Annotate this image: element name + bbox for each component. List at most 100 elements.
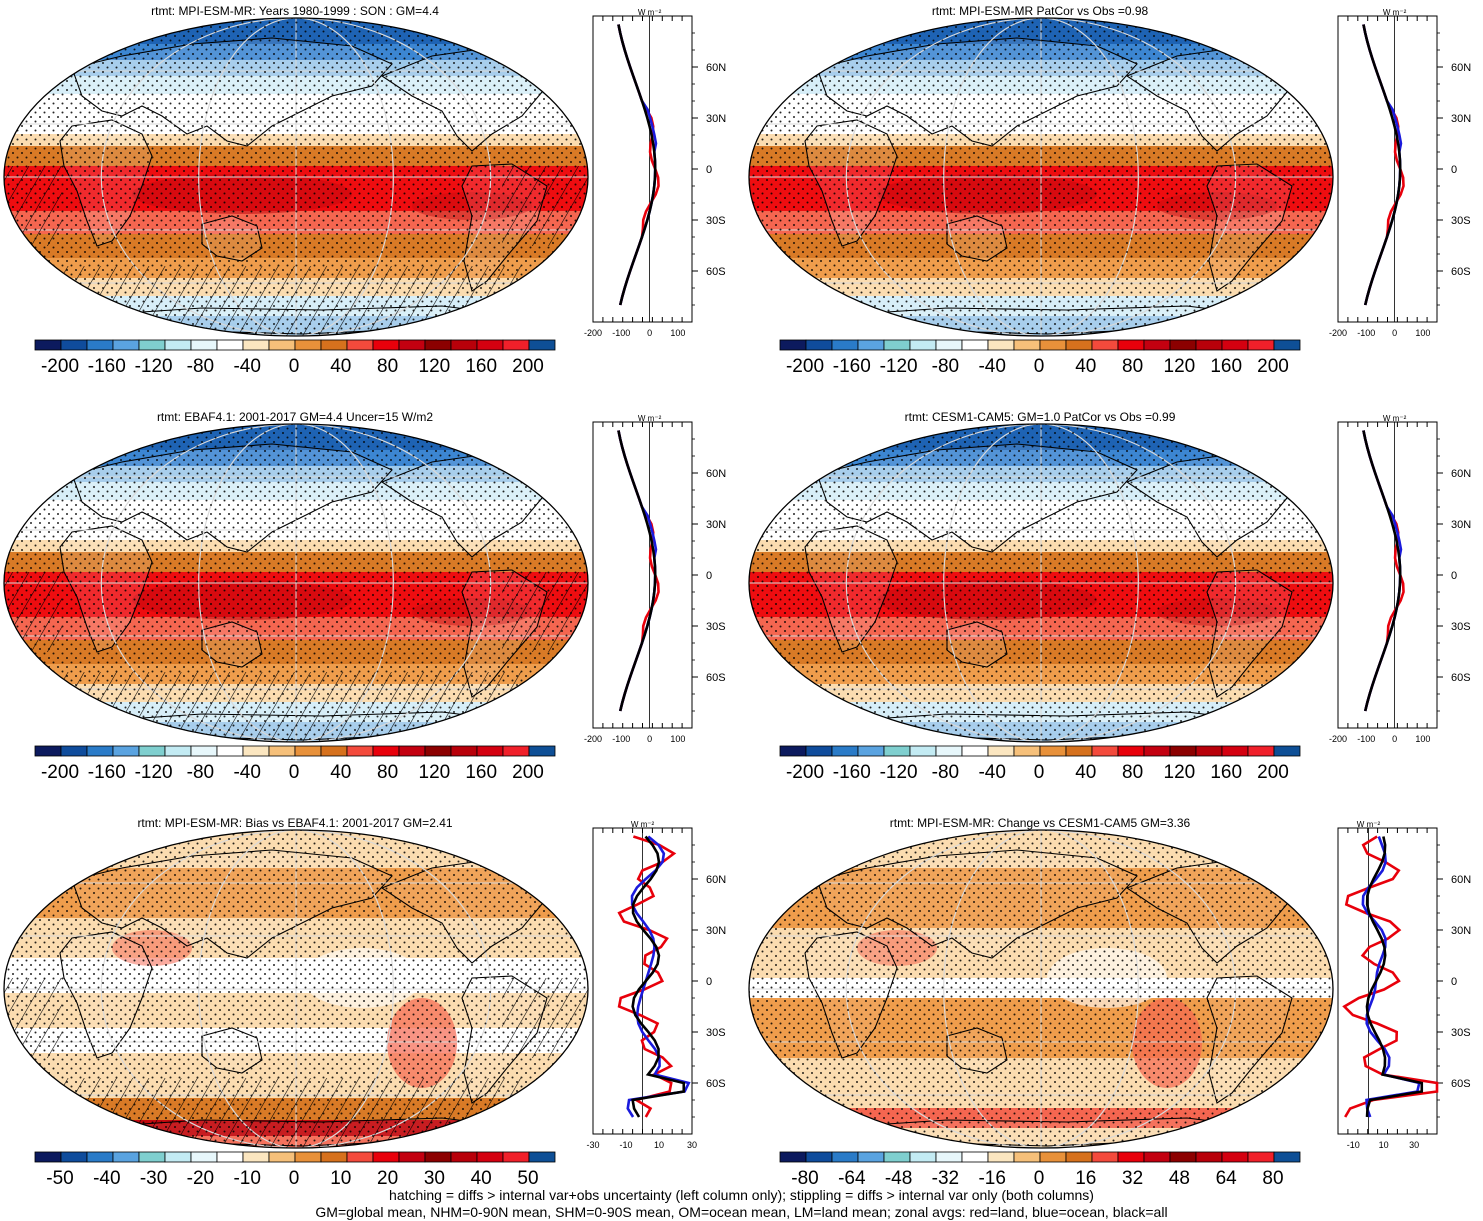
colorbar-tick-label: 160 [465, 356, 498, 377]
zonal-x-label: -100 [612, 328, 630, 338]
colorbar-tick-label: -50 [46, 1168, 74, 1189]
zonal-x-label: -10 [619, 1140, 632, 1150]
panel-6: rtmt: MPI-ESM-MR: Change vs CESM1-CAM5 G… [745, 812, 1483, 1218]
zonal-lat-label: 60S [706, 672, 726, 684]
colorbar-swatch [86, 1151, 114, 1163]
colorbar-swatch [476, 745, 504, 757]
colorbar-tick-label: -200 [40, 762, 80, 783]
zonal-lat-label: 30N [1451, 519, 1471, 531]
colorbar-swatch [883, 745, 911, 757]
zonal-line-all [1362, 24, 1402, 306]
colorbar-swatch [987, 745, 1015, 757]
zonal-line-land [617, 430, 660, 712]
colorbar-swatch [779, 1151, 807, 1163]
zonal-lat-label: 60N [706, 874, 726, 886]
zonal-mean-plot: W m⁻² 60N 30N 0 30S 60S -30 -10 10 30 [580, 820, 738, 1170]
colorbar-tick-label: 40 [1075, 762, 1097, 783]
map-title: rtmt: MPI-ESM-MR PatCor vs Obs =0.98 [931, 4, 1149, 18]
colorbar-swatch [502, 745, 530, 757]
colorbar-swatch [398, 745, 426, 757]
hatching [4, 572, 62, 652]
colorbar-swatch [34, 339, 62, 351]
colorbar-swatch [164, 745, 192, 757]
colorbar-tick-label: -80 [931, 356, 960, 377]
colorbar-swatch [1169, 1151, 1197, 1163]
colorbar-swatch [268, 1151, 296, 1163]
colorbar-tick-label: 120 [418, 356, 451, 377]
zonal-lat-label: 60S [1451, 1078, 1471, 1090]
colorbar-swatch [424, 339, 452, 351]
colorbar-tick-label: 120 [1163, 356, 1196, 377]
colorbar-swatch [190, 1151, 218, 1163]
colorbar-tick-label: -30 [139, 1168, 168, 1189]
colorbar-tick-label: 200 [1257, 356, 1289, 377]
panel-2: rtmt: MPI-ESM-MR PatCor vs Obs =0.98 -200… [745, 0, 1483, 406]
hatching [502, 166, 588, 246]
colorbar-tick-label: 0 [288, 1168, 300, 1189]
colorbar-tick-label: -120 [879, 762, 918, 783]
colorbar-tick-label: 80 [1122, 356, 1144, 377]
colorbar-swatch [476, 1151, 504, 1163]
colorbar-tick-label: 64 [1215, 1168, 1237, 1189]
hatching [4, 978, 62, 1058]
colorbar-swatch [1117, 1151, 1145, 1163]
zonal-mean-plot: W m⁻² 60N 30N 0 30S 60S -200 -100 0 100 [580, 8, 738, 358]
colorbar-tick-label: -40 [233, 356, 261, 377]
colorbar-swatch [1221, 745, 1249, 757]
colorbar-swatch [398, 1151, 426, 1163]
colorbar-tick-label: 32 [1122, 1168, 1144, 1189]
map [2, 16, 592, 343]
colorbar-swatch [424, 1151, 452, 1163]
footer-line-2: GM=global mean, NHM=0-90N mean, SHM=0-90… [315, 1204, 1168, 1220]
zonal-x-label: 30 [1409, 1140, 1419, 1150]
colorbar-tick-label: -80 [186, 356, 215, 377]
zonal-line-land [617, 835, 677, 1118]
zonal-lat-label: 30N [706, 925, 726, 937]
zonal-mean-plot: W m⁻² 60N 30N 0 30S 60S -200 -100 0 100 [1325, 8, 1483, 358]
stippling [749, 424, 1333, 742]
colorbar-swatch [1221, 339, 1249, 351]
colorbar-swatch [987, 1151, 1015, 1163]
colorbar-tick-label: 0 [1033, 1168, 1045, 1189]
hatching [4, 166, 62, 246]
colorbar-swatch [60, 1151, 88, 1163]
colorbar-labels: -80 -64 -48 -32 -16 0 16 32 48 64 80 [779, 1168, 1299, 1194]
map [747, 16, 1337, 343]
colorbar-swatch [935, 1151, 963, 1163]
colorbar-tick-label: 0 [288, 356, 300, 377]
colorbar-tick-label: 160 [1210, 762, 1243, 783]
colorbar-swatch [1273, 339, 1301, 351]
zonal-lat-label: 60S [1451, 672, 1471, 684]
colorbar-swatch [883, 1151, 911, 1163]
colorbar-swatch [164, 1151, 192, 1163]
zonal-lat-label: 60N [1451, 874, 1471, 886]
colorbar-tick-label: -80 [186, 762, 215, 783]
colorbar-swatch [1013, 339, 1041, 351]
colorbar-tick-label: 120 [1163, 762, 1196, 783]
colorbar-swatch [372, 745, 400, 757]
colorbar-swatch [242, 1151, 270, 1163]
colorbar [34, 338, 556, 356]
map-svg [748, 423, 1334, 743]
colorbar-tick-label: -200 [785, 356, 825, 377]
colorbar-swatch [450, 745, 478, 757]
colorbar-swatch [987, 339, 1015, 351]
zonal-lat-label: 0 [1451, 976, 1457, 988]
colorbar-swatch [138, 745, 166, 757]
colorbar-swatch [242, 745, 270, 757]
hatching [502, 572, 588, 652]
map-title: rtmt: MPI-ESM-MR: Bias vs EBAF4.1: 2001-… [137, 816, 453, 830]
zonal-x-label: -100 [1357, 734, 1375, 744]
colorbar-swatch [935, 745, 963, 757]
map-title: rtmt: CESM1-CAM5: GM=1.0 PatCor vs Obs =… [904, 410, 1176, 424]
colorbar-swatch [1247, 1151, 1275, 1163]
colorbar-swatch [138, 339, 166, 351]
colorbar [779, 1150, 1301, 1168]
colorbar-tick-label: -160 [87, 356, 126, 377]
panel-1: rtmt: MPI-ESM-MR: Years 1980-1999 : SON … [0, 0, 740, 406]
colorbar-tick-label: -200 [785, 762, 825, 783]
zonal-x-label: 10 [654, 1140, 664, 1150]
colorbar-swatch [831, 1151, 859, 1163]
colorbar-tick-label: 160 [1210, 356, 1243, 377]
zonal-line-land [1342, 835, 1439, 1118]
